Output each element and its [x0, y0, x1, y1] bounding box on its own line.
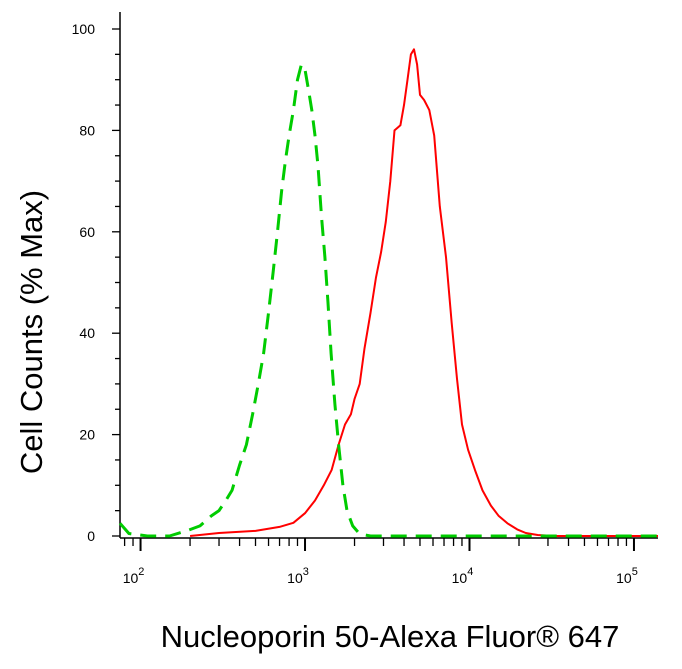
y-axis-ticks: 0 20 40 60 80 100 — [72, 21, 120, 544]
x-tick-label: 104 — [452, 566, 474, 586]
y-tick-label: 80 — [79, 122, 95, 138]
series-layer — [118, 48, 658, 538]
x-axis-title: Nucleoporin 50-Alexa Fluor® 647 — [161, 619, 620, 654]
plot-area: 0 20 40 60 80 100 102 103 104 105 — [72, 12, 658, 586]
y-tick-label: 20 — [79, 427, 95, 443]
control-histogram-line — [118, 63, 658, 538]
y-tick-label: 0 — [87, 528, 95, 544]
x-tick-label: 105 — [616, 566, 638, 586]
x-tick-label: 102 — [123, 566, 145, 586]
stained-histogram-line — [189, 48, 658, 537]
x-tick-label: 103 — [287, 566, 309, 586]
y-tick-label: 60 — [79, 224, 95, 240]
y-tick-label: 40 — [79, 325, 95, 341]
y-axis-title: Cell Counts (% Max) — [14, 190, 49, 474]
y-tick-label: 100 — [72, 21, 96, 37]
x-axis-ticks: 102 103 104 105 — [123, 538, 638, 586]
